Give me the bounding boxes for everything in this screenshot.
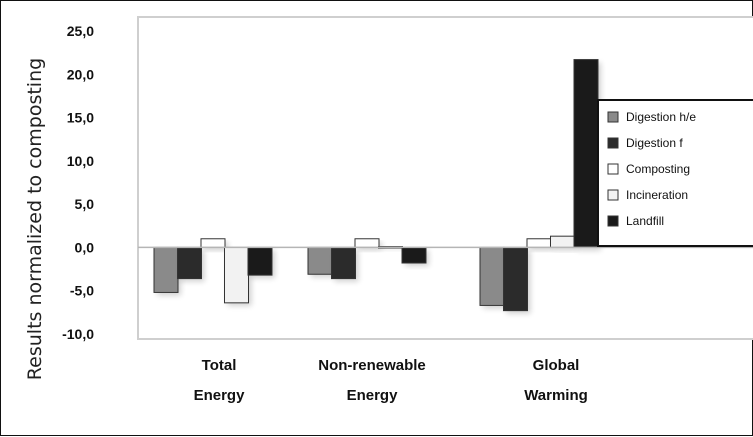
bar-digestion-f	[331, 246, 356, 280]
y-tick-label: 0,0	[75, 239, 95, 255]
bar-digestion-h-e	[479, 246, 505, 306]
legend-swatch	[607, 111, 619, 123]
y-tick-label: 5,0	[75, 196, 95, 212]
x-category-label: Non-renewable	[318, 357, 426, 374]
y-tick-label: 10,0	[67, 153, 94, 169]
bar-digestion-f	[503, 246, 528, 312]
legend-label: Composting	[626, 162, 690, 176]
legend-label: Digestion f	[626, 136, 683, 150]
y-tick-label: -10,0	[62, 326, 94, 342]
x-category-label: Energy	[347, 387, 399, 404]
bar-landfill	[573, 59, 599, 248]
y-tick-label: -5,0	[70, 283, 94, 299]
legend: Digestion h/e Digestion f Composting Incine…	[597, 99, 753, 247]
legend-label: Digestion h/e	[626, 110, 696, 124]
bar-incineration	[224, 246, 249, 304]
legend-swatch	[607, 215, 619, 227]
legend-swatch	[607, 163, 619, 175]
bar-landfill	[401, 246, 427, 264]
x-category-label: Total	[202, 357, 237, 374]
legend-box	[597, 99, 753, 247]
bar-composting	[200, 238, 226, 248]
y-tick-labels: 25,0 20,0 15,0 10,0 5,0 0,0 -5,0 -10,0	[62, 23, 94, 342]
x-category-label: Warming	[524, 387, 588, 404]
bar-digestion-h-e	[307, 246, 333, 275]
x-category-label: Global	[533, 357, 580, 374]
bar-shadow	[381, 249, 406, 252]
bar-landfill	[247, 246, 273, 276]
legend-label: Incineration	[626, 188, 688, 202]
y-axis-label: Results normalized to composting	[24, 58, 46, 380]
bar-composting	[526, 238, 552, 248]
bar-series	[153, 59, 601, 314]
bar-digestion-f	[177, 246, 202, 280]
legend-swatch	[607, 189, 619, 201]
bar-digestion-h-e	[153, 246, 179, 293]
bar-incineration	[550, 235, 575, 248]
y-tick-label: 15,0	[67, 110, 94, 126]
y-tick-label: 25,0	[67, 23, 94, 39]
x-category-labels: Total Energy Non-renewable Energy Global Warm…	[194, 357, 588, 404]
y-tick-label: 20,0	[67, 66, 94, 82]
legend-label: Landfill	[626, 214, 664, 228]
bar-composting	[354, 238, 380, 248]
legend-swatch	[607, 137, 619, 149]
x-category-label: Energy	[194, 387, 246, 404]
